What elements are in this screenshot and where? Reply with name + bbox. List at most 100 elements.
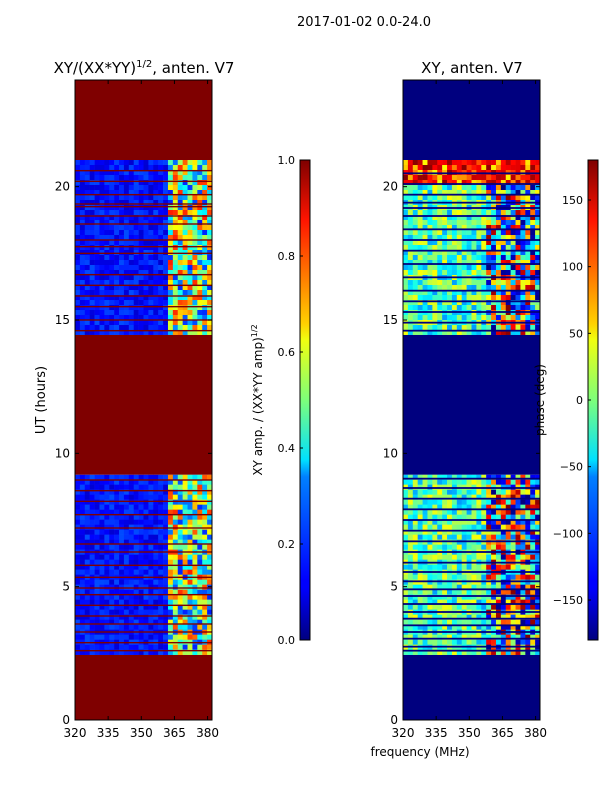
heatmap-cell <box>177 484 183 490</box>
heatmap-cell <box>197 634 203 640</box>
heatmap-cell <box>75 634 81 640</box>
heatmap-cell <box>447 499 453 505</box>
heatmap-cell <box>177 210 183 216</box>
heatmap-cell <box>84 165 90 171</box>
heatmap-cell <box>153 170 159 176</box>
heatmap-cell <box>89 260 95 266</box>
heatmap-cell <box>128 160 135 166</box>
heatmap-cell <box>520 240 526 246</box>
heatmap-cell <box>407 235 414 241</box>
heatmap-cell <box>167 215 174 221</box>
heatmap-cell <box>187 489 193 495</box>
heatmap-cell <box>109 624 115 630</box>
heatmap-cell <box>471 634 477 640</box>
heatmap-cell <box>79 170 86 176</box>
heatmap-cell <box>197 210 203 216</box>
heatmap-cell <box>437 185 443 191</box>
heatmap-cell <box>207 165 213 171</box>
heatmap-cell <box>520 180 526 186</box>
heatmap-cell <box>202 604 208 610</box>
heatmap-cell <box>99 604 105 610</box>
heatmap-cell <box>167 539 174 545</box>
heatmap-cell <box>172 285 179 291</box>
heatmap-cell <box>148 215 154 221</box>
heatmap-cell <box>94 644 100 650</box>
heatmap-cell <box>207 205 213 211</box>
heatmap-cell <box>495 574 502 580</box>
heatmap-cell <box>84 175 90 181</box>
flag-line <box>403 497 540 500</box>
heatmap-cell <box>481 315 487 321</box>
heatmap-cell <box>143 235 149 241</box>
heatmap-cell <box>412 175 418 181</box>
heatmap-cell <box>471 215 477 221</box>
colorbar-tick-label: 1.0 <box>278 154 296 167</box>
heatmap-cell <box>447 489 453 495</box>
heatmap-cell <box>94 519 100 525</box>
heatmap-cell <box>525 230 531 236</box>
heatmap-cell <box>407 639 414 645</box>
heatmap-cell <box>207 245 213 251</box>
heatmap-cell <box>442 195 448 201</box>
heatmap-cell <box>94 170 100 176</box>
heatmap-cell <box>525 514 531 520</box>
heatmap-cell <box>476 599 482 605</box>
heatmap-cell <box>466 489 472 495</box>
heatmap-cell <box>427 614 433 620</box>
heatmap-cell <box>500 165 507 171</box>
heatmap-cell <box>89 330 95 335</box>
heatmap-cell <box>486 589 492 595</box>
heatmap-cell <box>148 594 154 600</box>
heatmap-cell <box>172 559 179 565</box>
heatmap-cell <box>207 315 213 321</box>
heatmap-cell <box>167 514 174 520</box>
heatmap-cell <box>427 325 433 331</box>
heatmap-cell <box>84 519 90 525</box>
heatmap-cell <box>148 195 154 201</box>
heatmap-cell <box>119 634 125 640</box>
heatmap-cell <box>128 305 135 311</box>
heatmap-cell <box>172 215 179 221</box>
heatmap-cell <box>202 245 208 251</box>
heatmap-cell <box>535 295 541 301</box>
heatmap-cell <box>158 509 164 515</box>
heatmap-cell <box>202 225 208 231</box>
heatmap-cell <box>143 175 149 181</box>
heatmap-cell <box>119 474 125 480</box>
heatmap-cell <box>109 330 115 335</box>
heatmap-cell <box>197 644 203 650</box>
heatmap-cell <box>461 250 467 256</box>
heatmap-cell <box>432 220 438 226</box>
heatmap-cell <box>172 295 179 301</box>
heatmap-cell <box>172 479 179 485</box>
heatmap-cell <box>407 499 414 505</box>
heatmap-cell <box>153 564 159 570</box>
heatmap-cell <box>417 504 423 510</box>
heatmap-cell <box>84 160 90 166</box>
heatmap-cell <box>471 210 477 216</box>
heatmap-cell <box>451 574 458 580</box>
heatmap-cell <box>471 564 477 570</box>
heatmap-cell <box>520 579 526 585</box>
heatmap-cell <box>163 529 169 535</box>
heatmap-cell <box>427 260 433 266</box>
heatmap-cell <box>461 544 467 550</box>
heatmap-cell <box>89 494 95 500</box>
heatmap-cell <box>432 210 438 216</box>
heatmap-cell <box>422 619 428 625</box>
heatmap-cell <box>456 574 463 580</box>
heatmap-cell <box>158 494 164 500</box>
heatmap-cell <box>427 489 433 495</box>
heatmap-cell <box>182 634 188 640</box>
heatmap-cell <box>79 494 86 500</box>
heatmap-cell <box>158 160 164 166</box>
heatmap-cell <box>202 529 208 535</box>
heatmap-cell <box>442 519 448 525</box>
heatmap-cell <box>510 524 516 530</box>
heatmap-cell <box>119 330 125 335</box>
heatmap-cell <box>148 554 154 560</box>
heatmap-cell <box>79 330 86 335</box>
heatmap-cell <box>167 614 174 620</box>
heatmap-cell <box>510 260 516 266</box>
heatmap-cell <box>187 479 193 485</box>
